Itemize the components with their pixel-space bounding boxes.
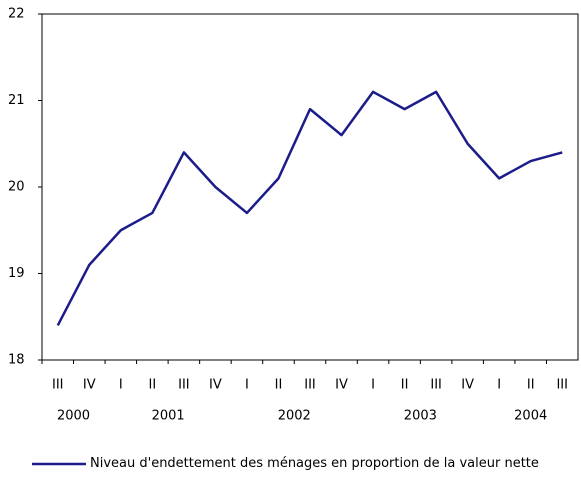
x-group-label: 2002: [278, 409, 311, 424]
x-tick-label: III: [430, 378, 442, 393]
x-tick-label: III: [178, 378, 190, 393]
y-tick-label: 20: [8, 180, 25, 195]
y-tick-label: 21: [8, 93, 25, 108]
x-tick-label: I: [497, 378, 501, 393]
x-tick-label: I: [119, 378, 123, 393]
legend-label: Niveau d'endettement des ménages en prop…: [90, 456, 539, 471]
x-group-label: 2004: [514, 409, 547, 424]
plot-frame: [41, 13, 579, 361]
x-tick-label: I: [371, 378, 375, 393]
x-tick-label: IV: [209, 378, 222, 393]
x-tick-label: II: [527, 378, 535, 393]
x-tick-label: III: [556, 378, 568, 393]
x-tick-label: IV: [335, 378, 348, 393]
x-tick-label: II: [149, 378, 157, 393]
x-tick-label: II: [275, 378, 283, 393]
x-tick-label: III: [52, 378, 64, 393]
line-series: [56, 90, 563, 326]
x-tick-label: III: [304, 378, 316, 393]
y-tick-label: 18: [8, 353, 25, 368]
x-tick-label: I: [245, 378, 249, 393]
x-tick-label: IV: [83, 378, 96, 393]
x-tick-label: IV: [461, 378, 474, 393]
y-tick-label: 22: [8, 7, 25, 22]
x-group-label: 2003: [404, 409, 437, 424]
x-group-label: 2001: [152, 409, 185, 424]
x-group-label: 2000: [57, 409, 90, 424]
x-tick-label: II: [401, 378, 409, 393]
y-tick-label: 19: [8, 266, 25, 281]
